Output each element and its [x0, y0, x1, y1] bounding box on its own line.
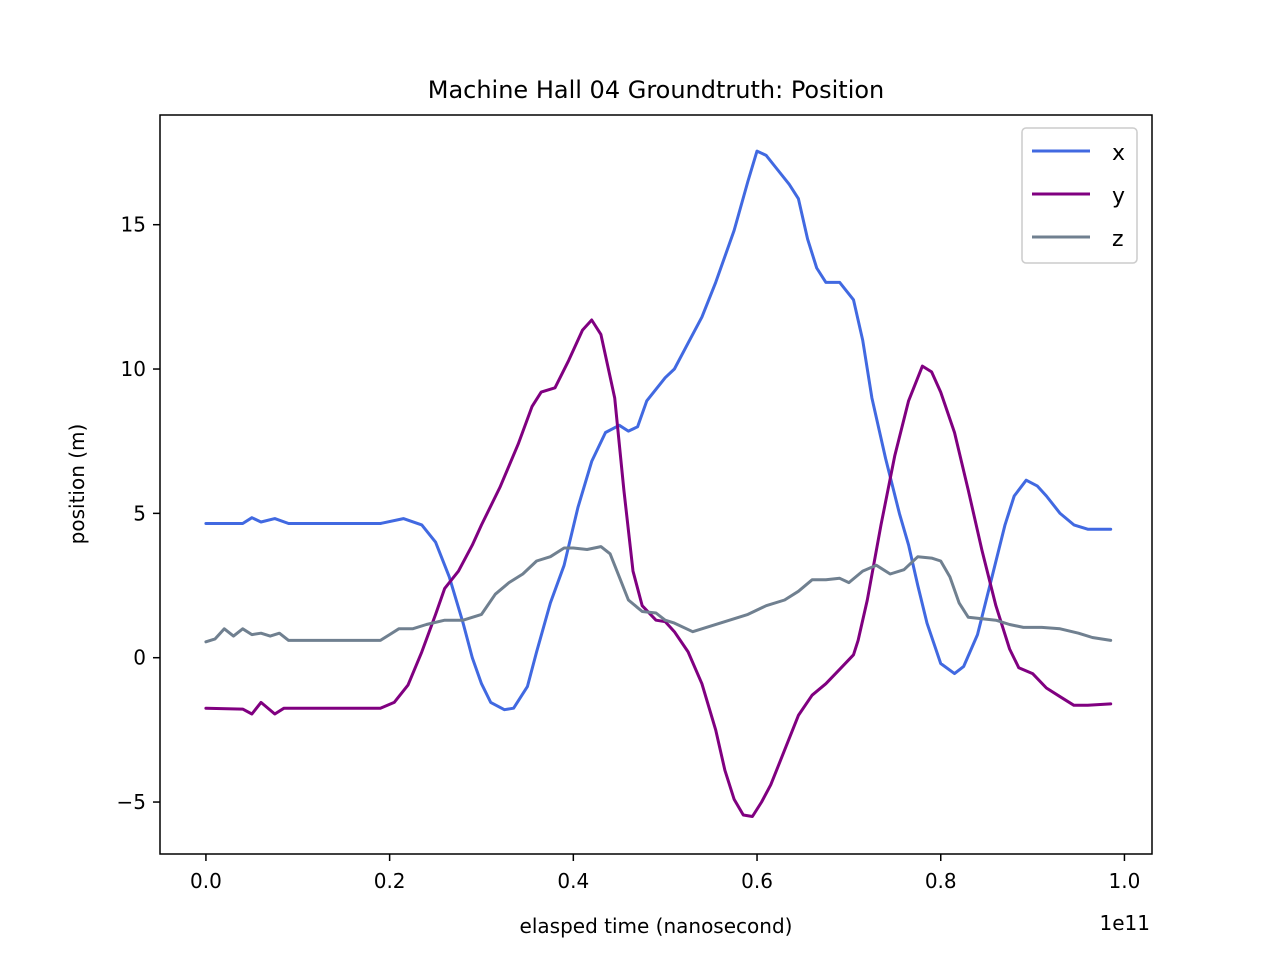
series-line-x: [204, 149, 1113, 712]
x-tick-label: 0.2: [374, 869, 406, 893]
legend-label-x: x: [1112, 141, 1125, 166]
y-tick-label: 10: [121, 357, 146, 381]
y-tick-label: 0: [133, 646, 146, 670]
series-line-y: [204, 318, 1113, 818]
x-tick-label: 1.0: [1109, 869, 1141, 893]
legend-label-y: y: [1112, 184, 1125, 209]
x-axis-label: elasped time (nanosecond): [520, 914, 793, 938]
y-tick-label: 5: [133, 501, 146, 525]
legend: x y z: [1021, 127, 1138, 264]
axes-frame: [159, 114, 1153, 855]
y-axis-ticks: −5 0 5 10 15: [117, 213, 160, 814]
series-lines: [204, 149, 1113, 818]
legend-label-z: z: [1112, 227, 1124, 252]
x-tick-label: 0.8: [925, 869, 957, 893]
plot-area: [204, 149, 1113, 818]
x-tick-label: 0.4: [557, 869, 589, 893]
y-axis-label: position (m): [65, 424, 89, 545]
x-axis-offset-label: 1e11: [1100, 911, 1150, 935]
chart-title: Machine Hall 04 Groundtruth: Position: [428, 76, 885, 104]
series-line-z: [204, 545, 1113, 644]
y-tick-label: 15: [121, 213, 146, 237]
y-tick-label: −5: [117, 790, 146, 814]
x-tick-label: 0.6: [741, 869, 773, 893]
x-axis-ticks: 0.0 0.2 0.4 0.6 0.8 1.0: [190, 854, 1140, 893]
x-tick-label: 0.0: [190, 869, 222, 893]
